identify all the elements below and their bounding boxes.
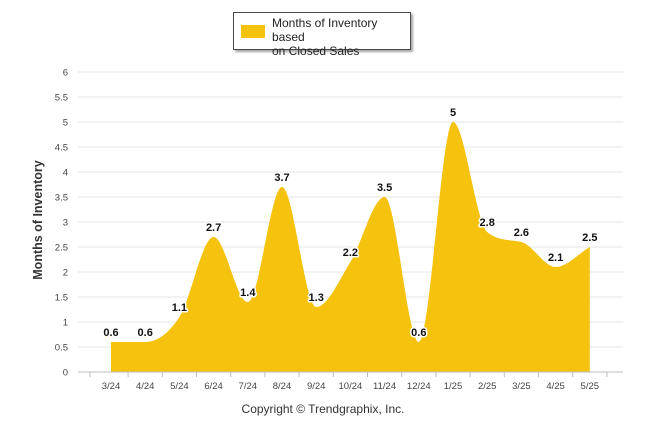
- data-label: 3.5: [377, 182, 392, 194]
- legend-swatch: [241, 25, 265, 38]
- grid-lines: [78, 71, 623, 348]
- data-label: 2.5: [582, 232, 597, 244]
- x-tick-label: 12/24: [407, 381, 431, 392]
- legend-label-line-1: Months of Inventory based: [272, 16, 378, 44]
- y-axis-ticks: 0 0.5 1 1.5 2 2.5 3 3.5 4 4.5 5 5.5 6: [55, 68, 68, 379]
- data-label: 0.6: [411, 327, 426, 339]
- y-tick-label: 4.5: [55, 143, 68, 154]
- x-tick-label: 4/25: [546, 381, 565, 392]
- y-tick-label: 6: [63, 68, 68, 79]
- y-tick-label: 3.5: [55, 193, 68, 204]
- y-tick-label: 2: [63, 268, 68, 279]
- x-tick-label: 5/24: [170, 381, 189, 392]
- y-tick-label: 5: [63, 118, 68, 129]
- y-tick-label: 3: [63, 218, 68, 229]
- x-tick-label: 9/24: [307, 381, 326, 392]
- data-label: 2.7: [206, 222, 221, 234]
- x-tick-label: 10/24: [339, 381, 363, 392]
- y-tick-label: 4: [63, 168, 68, 179]
- data-label: 1.1: [172, 302, 187, 314]
- y-tick-label: 0.5: [55, 343, 68, 354]
- legend-label-line-2: on Closed Sales: [272, 44, 360, 58]
- data-label: 0.6: [103, 327, 118, 339]
- x-tick-label: 7/24: [239, 381, 258, 392]
- data-label: 0.6: [138, 327, 153, 339]
- x-tick-label: 3/24: [102, 381, 121, 392]
- data-label: 2.6: [514, 227, 529, 239]
- data-label: 2.1: [548, 252, 563, 264]
- data-label: 5: [450, 107, 456, 119]
- data-label: 1.3: [309, 292, 324, 304]
- x-tick-label: 11/24: [373, 381, 396, 392]
- y-axis-title: Months of Inventory: [31, 160, 45, 280]
- area-fill: [111, 122, 590, 372]
- legend: Months of Inventory based on Closed Sale…: [233, 12, 411, 58]
- x-tick-label: 1/25: [444, 381, 463, 392]
- x-tick-label: 3/25: [512, 381, 531, 392]
- legend-label: Months of Inventory based on Closed Sale…: [272, 16, 408, 58]
- y-tick-label: 0: [63, 368, 68, 379]
- data-label: 2.2: [343, 247, 358, 259]
- x-tick-label: 8/24: [273, 381, 292, 392]
- y-tick-label: 2.5: [55, 243, 68, 254]
- x-tick-label: 6/24: [204, 381, 223, 392]
- y-tick-label: 1: [63, 318, 68, 329]
- x-tick-label: 5/25: [581, 381, 600, 392]
- data-label: 1.4: [240, 287, 256, 299]
- data-label: 2.8: [480, 217, 495, 229]
- x-tick-label: 2/25: [478, 381, 497, 392]
- copyright-text: Copyright © Trendgraphix, Inc.: [241, 402, 405, 416]
- y-tick-label: 5.5: [55, 93, 68, 104]
- data-labels: 0.6 0.6 1.1 2.7 1.4 3.7 1.3 2.2 3.5 0.6 5 2.8 2.6 2.1…: [102, 106, 599, 341]
- x-axis: 3/24 4/24 5/24 6/24 7/24 8/24 9/24 10/24 11/24 12…: [78, 371, 623, 392]
- area-series: [111, 122, 590, 372]
- y-tick-label: 1.5: [55, 293, 68, 304]
- x-tick-label: 4/24: [136, 381, 155, 392]
- data-label: 3.7: [274, 172, 289, 184]
